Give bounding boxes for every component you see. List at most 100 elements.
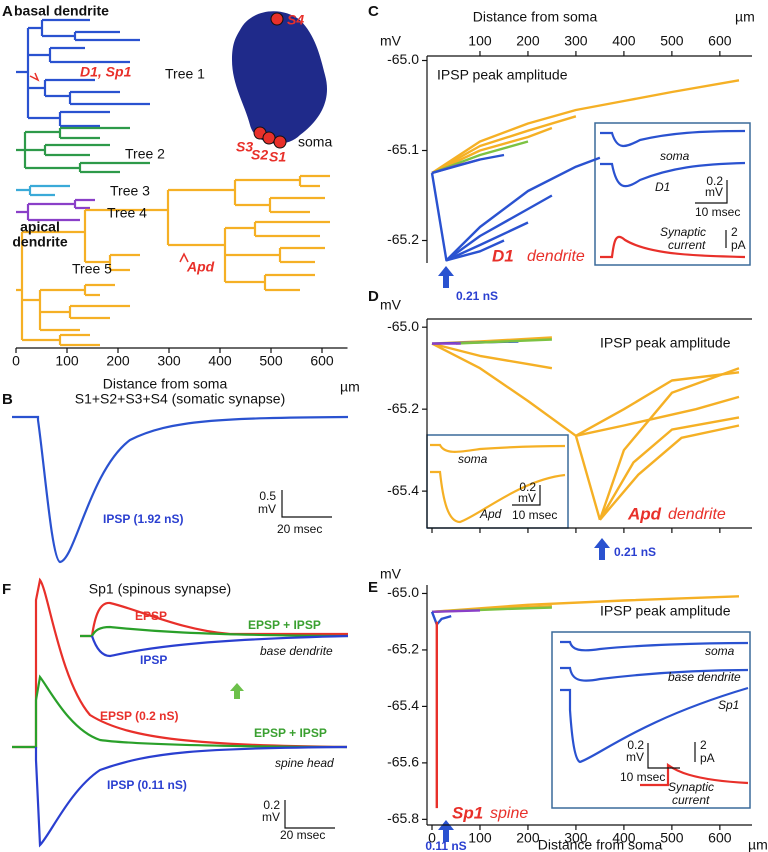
series-line [575,371,740,437]
x-tick-label: 400 [612,33,636,49]
series-line [431,115,577,175]
panel-title: S1+S2+S3+S4 (somatic synapse) [75,391,286,407]
scale-label: 20 msec [277,522,322,536]
trace [80,601,348,638]
scale-label: 10 msec [620,770,665,784]
y-tick-label: -65.0 [387,51,419,67]
x-axis-unit: µm [735,9,755,25]
scale-label: mV [626,750,644,764]
tree-label: Tree 2 [125,146,165,162]
y-tick-label: -65.6 [387,754,419,770]
site-label: spine [490,805,528,822]
dendrite-tree [16,18,330,347]
x-tick-label: 200 [516,830,540,846]
panel-label: E [368,579,378,596]
inset-trace [600,235,746,259]
series-line [455,338,552,345]
series-line [431,342,602,521]
series-line [431,126,553,175]
x-axis-unit: µm [340,379,360,395]
arrow-icon [230,683,244,699]
scale-bar [284,800,335,829]
series-line [598,416,740,521]
stimulus-arrow [594,538,610,560]
scale-bar [281,490,332,518]
y-tick-label: -65.8 [387,810,419,826]
x-tick-label: 400 [208,353,232,369]
y-axis-label: mV [380,297,402,313]
series-line [430,156,601,262]
annotation: IPSP peak amplitude [437,67,568,83]
soma-shape [232,11,328,144]
stimulus-label: 0.21 nS [456,289,498,303]
scale-label: 2 [700,738,707,752]
scale-label: 20 msec [280,828,325,842]
trace-label: EPSP + IPSP [248,618,321,632]
inset-trace [640,762,749,787]
scale-label: 10 msec [512,508,557,522]
x-axis-label: Distance from soma [103,376,228,392]
trace-label: EPSP + IPSP [254,726,327,740]
y-tick-label: -65.2 [387,400,419,416]
scale-bar [647,743,680,769]
tree-label: Tree 1 [165,66,205,82]
inset-trace [560,640,749,652]
trace-label: EPSP [135,609,167,623]
x-tick-label: 600 [708,33,732,49]
x-tick-label: 300 [564,830,588,846]
x-tick-label: 100 [468,830,492,846]
inset-label: base dendrite [668,670,741,684]
series-line [575,395,740,437]
inset-box [594,122,751,266]
scale-bar [695,180,728,204]
x-axis-label: Distance from soma [538,837,663,852]
scale-label: 0.5 [259,489,276,503]
inset-trace [560,666,749,682]
tree-2 [16,126,150,174]
tree-label: basal dendrite [14,3,109,19]
annotation: IPSP peak amplitude [600,335,731,351]
trace-label: IPSP (0.11 nS) [107,778,187,792]
x-tick-label: 600 [310,353,334,369]
inset-trace [560,686,749,764]
inset-trace [600,161,746,188]
synapse [273,135,287,149]
trace-label: base dendrite [260,644,333,658]
scale-label: mV [705,185,723,199]
scale-bar [512,485,541,506]
synapse-dots [253,12,287,149]
inset-label: current [672,793,710,807]
trace-label: IPSP (1.92 nS) [103,512,183,526]
scale-label: 0.2 [263,798,280,812]
stimulus-arrow [438,266,454,288]
trace-label: EPSP (0.2 nS) [100,709,178,723]
panel-label: D [368,288,379,305]
y-tick-label: -65.0 [387,584,419,600]
x-tick-label: 300 [564,33,588,49]
inset-label: D1 [655,180,670,194]
series-line [431,79,740,175]
trace [12,415,349,564]
series-line [598,424,740,521]
inset-label: Sp1 [718,698,739,712]
x-tick-label: 300 [157,353,181,369]
scale-label: mV [258,502,276,516]
synapse-label: S3 [236,139,253,155]
x-tick-label: 400 [612,830,636,846]
x-axis-unit: µm [748,837,768,852]
site-label: D1 [492,246,514,265]
scale-label: 2 [731,225,738,239]
synapse [262,131,276,145]
x-tick-label: 600 [708,830,732,846]
inset-trace [600,129,746,147]
trace [34,745,348,848]
site-label: D1, Sp1 [80,64,132,80]
site-label: Sp1 [452,803,483,822]
series-line [598,367,740,521]
y-tick-label: -65.1 [387,141,419,157]
tree-label: apical [20,219,60,235]
inset-label: soma [660,149,690,163]
